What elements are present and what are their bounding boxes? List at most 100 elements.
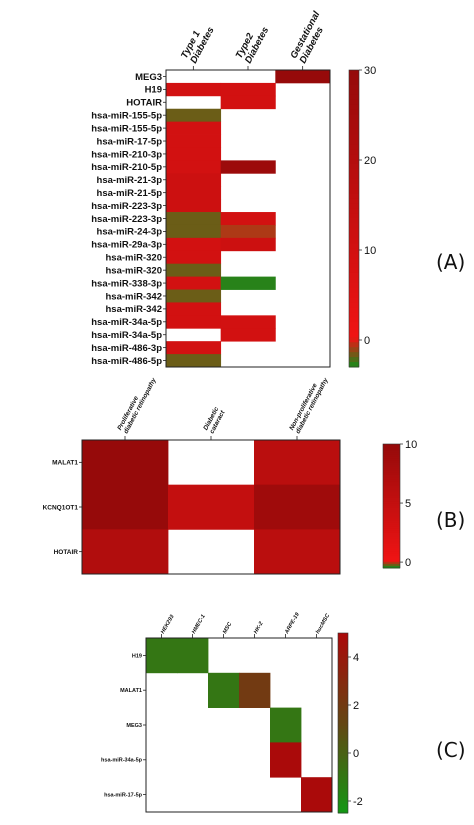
colorbar-tick-label: -2 bbox=[353, 796, 363, 808]
colorbar-segment bbox=[383, 561, 400, 565]
colorbar-segment bbox=[383, 477, 400, 480]
colorbar-segment bbox=[349, 352, 359, 358]
colorbar-segment bbox=[349, 272, 359, 279]
colorbar-segment bbox=[349, 302, 359, 309]
colorbar-segment bbox=[349, 178, 359, 185]
colorbar-segment bbox=[383, 553, 400, 557]
colorbar-frame bbox=[382, 443, 401, 569]
heatmap-cell bbox=[177, 638, 209, 674]
colorbar-segment bbox=[349, 124, 359, 130]
colorbar-segment bbox=[383, 460, 400, 464]
colorbar-segment bbox=[338, 765, 348, 769]
colorbar-segment bbox=[383, 501, 400, 505]
colorbar-segment bbox=[383, 485, 400, 488]
colorbar-segment bbox=[338, 792, 348, 796]
colorbar-segment bbox=[338, 774, 348, 778]
heatmap-cell bbox=[82, 484, 169, 530]
column-label: GestationalDiabetes bbox=[288, 9, 331, 65]
heatmap-cell bbox=[166, 263, 222, 278]
colorbar-segment bbox=[383, 472, 400, 476]
colorbar-segment bbox=[349, 89, 359, 96]
colorbar-segment bbox=[349, 258, 359, 264]
colorbar-segment bbox=[338, 696, 348, 700]
colorbar-segment bbox=[383, 508, 400, 511]
heatmap-cell bbox=[166, 289, 222, 303]
colorbar-segment bbox=[338, 771, 348, 775]
colorbar-segment bbox=[349, 144, 359, 150]
column-label: Diabeticcataract bbox=[202, 406, 227, 435]
colorbar-segment bbox=[349, 238, 359, 244]
heatmap-cell bbox=[220, 276, 276, 290]
colorbar-segment bbox=[338, 636, 348, 640]
heatmap-cell bbox=[166, 302, 222, 316]
column-label: ARPE-19 bbox=[284, 611, 302, 636]
colorbar-segment bbox=[349, 213, 359, 219]
row-label: hsa-miR-155-5p bbox=[91, 123, 162, 134]
colorbar-segment bbox=[338, 714, 348, 718]
colorbar-segment bbox=[383, 464, 400, 468]
colorbar-segment bbox=[338, 639, 348, 643]
colorbar-segment bbox=[349, 104, 359, 111]
colorbar-segment bbox=[338, 711, 348, 715]
heatmap-cell bbox=[208, 672, 240, 708]
colorbar-segment bbox=[383, 489, 400, 493]
row-label: hsa-miR-342 bbox=[106, 304, 163, 315]
colorbar-segment bbox=[349, 223, 359, 229]
heatmap-cell bbox=[82, 529, 169, 575]
colorbar: 10 5 0 bbox=[382, 439, 417, 569]
colorbar-segment bbox=[349, 203, 359, 210]
colorbar-segment bbox=[383, 481, 400, 484]
panel-label-c: (C) bbox=[436, 738, 466, 762]
colorbar-segment bbox=[349, 287, 359, 294]
heatmap-cell bbox=[220, 315, 276, 329]
colorbar-tick-label: 4 bbox=[353, 652, 359, 664]
colorbar-segment bbox=[383, 543, 400, 546]
row-label: hsa-miR-223-3p bbox=[91, 201, 162, 212]
column-label: Type 1Diabetes bbox=[179, 20, 217, 65]
heatmap-cell bbox=[220, 212, 276, 226]
colorbar-segment bbox=[338, 684, 348, 688]
colorbar-segment bbox=[383, 559, 400, 563]
colorbar-segment bbox=[383, 456, 400, 459]
colorbar-segment bbox=[383, 532, 400, 536]
colorbar-segment bbox=[338, 804, 348, 808]
row-label: hsa-miR-24-3p bbox=[97, 227, 163, 238]
colorbar-segment bbox=[338, 690, 348, 694]
colorbar-segment bbox=[349, 164, 359, 170]
colorbar-segment bbox=[383, 510, 400, 513]
colorbar-tick-label: 5 bbox=[405, 498, 411, 510]
colorbar-segment bbox=[383, 541, 400, 544]
colorbar: 4 2 0 -2 bbox=[337, 632, 363, 814]
colorbar-tick-label: 0 bbox=[364, 335, 370, 347]
colorbar-segment bbox=[338, 705, 348, 709]
colorbar-segment bbox=[349, 94, 359, 101]
row-label: hsa-miR-210-5p bbox=[91, 162, 162, 173]
heatmap-cell bbox=[166, 315, 222, 329]
colorbar-segment bbox=[383, 514, 400, 517]
colorbar-segment bbox=[383, 446, 400, 449]
colorbar-segment bbox=[383, 454, 400, 457]
column-label: HEK293 bbox=[160, 614, 176, 635]
colorbar-frame bbox=[348, 69, 360, 368]
colorbar-segment bbox=[383, 526, 400, 530]
heatmap-cell bbox=[166, 186, 222, 200]
colorbar-segment bbox=[383, 557, 400, 561]
column-label: HK-2 bbox=[253, 621, 265, 635]
colorbar-segment bbox=[338, 663, 348, 667]
colorbar-segment bbox=[349, 332, 359, 338]
colorbar-segment bbox=[383, 555, 400, 559]
colorbar-segment bbox=[349, 79, 359, 86]
colorbar-segment bbox=[349, 99, 359, 106]
column-label-line: ARPE-19 bbox=[284, 611, 302, 636]
colorbar-segment bbox=[383, 516, 400, 519]
colorbar-segment bbox=[338, 666, 348, 670]
colorbar-segment bbox=[338, 780, 348, 784]
colorbar-segment bbox=[349, 139, 359, 145]
row-label: H19 bbox=[145, 85, 162, 96]
colorbar-segment bbox=[383, 495, 400, 499]
colorbar-segment bbox=[383, 518, 400, 521]
row-label: hsa-miR-17-5p bbox=[104, 793, 143, 799]
colorbar-segment bbox=[338, 678, 348, 682]
colorbar-segment bbox=[383, 444, 400, 447]
heatmap-cell bbox=[166, 276, 222, 290]
